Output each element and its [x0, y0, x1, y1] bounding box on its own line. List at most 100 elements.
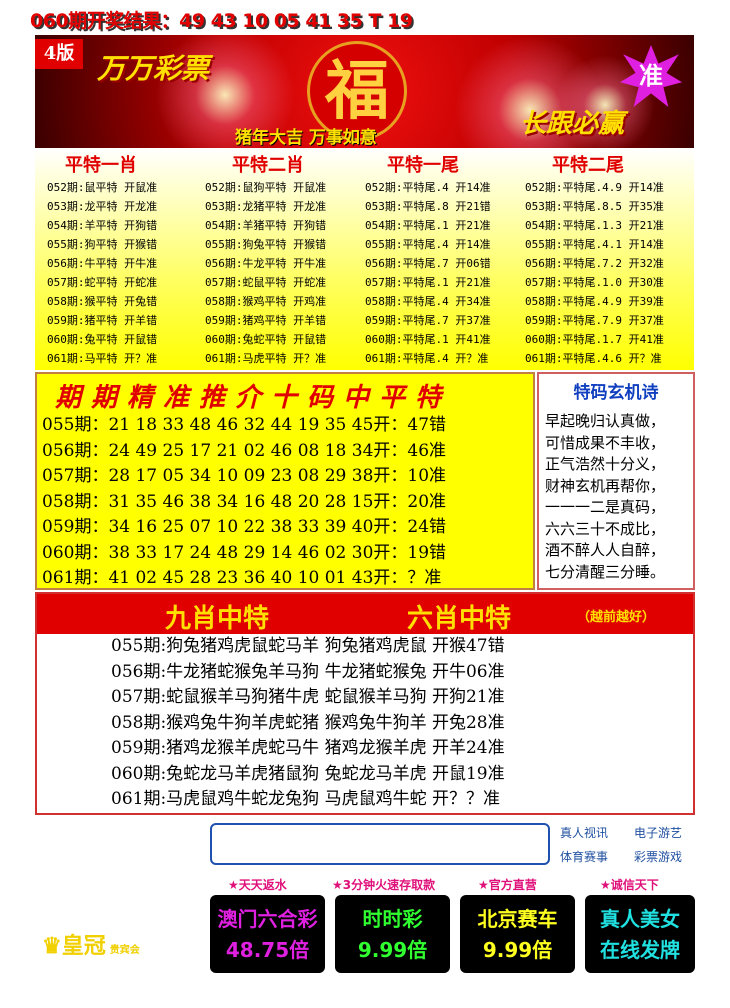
zodiac-row: 060期:兔蛇龙马羊虎猪鼠狗 兔蛇龙马羊虎 开鼠19准 — [111, 763, 505, 784]
nine-zodiac-heading: 九肖中特 — [165, 604, 270, 634]
table-row: 053期:龙平特 开龙准 — [47, 200, 158, 213]
version-badge: 4版 — [35, 39, 83, 69]
poem-line: 七分清醒三分睡。 — [545, 562, 666, 581]
table-row: 055期:狗兔平特 开猴错 — [205, 238, 327, 251]
ten-codes-title: 期期精准推介十码中平特 — [55, 383, 452, 413]
table-row: 054期:羊猪平特 开狗错 — [205, 219, 327, 232]
poem-line: 财神玄机再帮你， — [545, 476, 666, 495]
ten-codes-row: 061期：41 02 45 28 23 36 40 10 01 43开：？准 — [42, 568, 442, 588]
zodiac-header: 九肖中特 六肖中特 （越前越好） — [37, 594, 693, 634]
promo-tag: ★天天返水 — [228, 878, 287, 892]
table-row: 053期:龙猪平特 开龙准 — [205, 200, 327, 213]
ad-input-box[interactable] — [210, 823, 550, 865]
poem-panel: 特码玄机诗 早起晚归认真做， 可惜成果不丰收， 正气浩然十分义， 财神玄机再帮你， 一一… — [537, 372, 695, 590]
link-e-games[interactable]: 电子游艺 — [634, 826, 683, 840]
poem-line: 酒不醉人人自醉， — [545, 541, 666, 559]
logo-subtext: 贵宾会 — [109, 945, 140, 956]
ten-codes-row: 058期：31 35 46 38 34 16 48 20 28 15开：20准 — [42, 491, 447, 512]
zodiac-row: 061期:马虎鼠鸡牛蛇龙兔狗 马虎鼠鸡牛蛇 开？？准 — [111, 789, 500, 809]
promo-tag: ★3分钟火速存取款 — [332, 878, 436, 892]
table-column: 052期:鼠平特 开鼠准 053期:龙平特 开龙准 054期:羊平特 开狗错 055期… — [47, 178, 157, 368]
brand-logo: 万万彩票 — [97, 52, 210, 85]
ten-codes-row: 056期：24 49 25 17 21 02 46 08 18 34开：46准 — [42, 440, 447, 461]
table-row: 060期:平特尾.1.7 开41准 — [525, 333, 664, 346]
ad-button[interactable]: 时时彩 9.99倍 — [335, 895, 450, 973]
table-row: 056期:牛平特 开牛准 — [47, 257, 158, 270]
draw-result-title: 060期开奖结果：49 43 10 05 41 35 T 19 — [30, 10, 413, 32]
table-row: 056期:牛龙平特 开牛准 — [205, 257, 327, 270]
logo-text: 皇冠 — [61, 933, 106, 959]
poem-line: 可惜成果不丰收， — [545, 433, 666, 452]
table-row: 055期:平特尾.4 开14准 — [365, 238, 491, 251]
ad-button-subtitle: 48.75倍 — [225, 938, 310, 962]
firework-decoration — [155, 35, 295, 148]
ad-button-subtitle: 在线发牌 — [600, 938, 680, 962]
table-row: 053期:平特尾.8.5 开35准 — [525, 200, 664, 213]
table-column: 052期:鼠狗平特 开鼠准 053期:龙猪平特 开龙准 054期:羊猪平特 开狗错 0… — [205, 178, 326, 368]
table-row: 059期:猪鸡平特 开羊错 — [205, 314, 327, 327]
link-sports[interactable]: 体育赛事 — [560, 850, 609, 864]
zodiac-note: （越前越好） — [577, 610, 656, 625]
ad-button-title: 澳门六合彩 — [217, 907, 318, 931]
table-row: 059期:猪平特 开羊错 — [47, 314, 158, 327]
table-row: 061期:平特尾.4 开？准 — [365, 352, 489, 365]
crown-logo: ♛皇冠 贵宾会 — [42, 928, 140, 960]
link-live-video[interactable]: 真人视讯 — [560, 826, 609, 840]
table-row: 060期:兔蛇平特 开鼠错 — [205, 333, 327, 346]
ten-codes-panel: 期期精准推介十码中平特 055期：21 18 33 48 46 32 44 19… — [35, 372, 535, 590]
header-banner: 4版 万万彩票 福 猪年大吉 万事如意 准 长跟必赢 — [35, 35, 694, 148]
table-row: 058期:猴平特 开兔错 — [47, 295, 158, 308]
column-header: 平特一尾 — [387, 155, 459, 176]
prediction-table: 平特一肖 052期:鼠平特 开鼠准 053期:龙平特 开龙准 054期:羊平特 开狗错… — [35, 148, 694, 370]
table-row: 061期:马平特 开？准 — [47, 352, 158, 365]
ad-button[interactable]: 北京赛车 9.99倍 — [460, 895, 575, 973]
table-row: 057期:平特尾.1 开21准 — [365, 276, 491, 289]
poem-line: 一一一二是真码， — [545, 498, 666, 516]
zodiac-row: 056期:牛龙猪蛇猴兔羊马狗 牛龙猪蛇猴兔 开牛06准 — [111, 661, 505, 682]
table-row: 053期:平特尾.8 开21错 — [365, 200, 491, 213]
table-row: 056期:平特尾.7 开06错 — [365, 257, 491, 270]
table-row: 059期:平特尾.7.9 开37准 — [525, 314, 664, 327]
table-row: 057期:蛇鼠平特 开蛇准 — [205, 276, 327, 289]
table-row: 054期:平特尾.1.3 开21准 — [525, 219, 664, 232]
table-row: 057期:平特尾.1.0 开30准 — [525, 276, 664, 289]
link-lottery[interactable]: 彩票游戏 — [634, 850, 683, 864]
table-column: 052期:平特尾.4 开14准 053期:平特尾.8 开21错 054期:平特尾.1… — [365, 178, 491, 368]
ad-button-title: 真人美女 — [600, 907, 680, 931]
zodiac-row: 057期:蛇鼠猴羊马狗猪牛虎 蛇鼠猴羊马狗 开狗21准 — [111, 687, 505, 707]
table-row: 056期:平特尾.7.2 开32准 — [525, 257, 664, 270]
ten-codes-row: 057期：28 17 05 34 10 09 23 08 29 38开：10准 — [42, 466, 447, 486]
promo-tag: ★官方直营 — [478, 878, 537, 892]
banner-motto: 长跟必赢 — [520, 109, 625, 139]
table-row: 058期:平特尾.4 开34准 — [365, 295, 491, 308]
table-row: 058期:平特尾.4.9 开39准 — [525, 295, 664, 308]
ten-codes-row: 055期：21 18 33 48 46 32 44 19 35 45开：47错 — [42, 415, 447, 435]
table-row: 054期:平特尾.1 开21准 — [365, 219, 491, 232]
ad-button[interactable]: 澳门六合彩 48.75倍 — [210, 895, 325, 973]
table-row: 057期:蛇平特 开蛇准 — [47, 276, 158, 289]
table-row: 055期:平特尾.4.1 开14准 — [525, 238, 664, 251]
table-row: 060期:兔平特 开鼠错 — [47, 333, 158, 346]
zodiac-panel: 九肖中特 六肖中特 （越前越好） 055期:狗兔猪鸡虎鼠蛇马羊 狗兔猪鸡虎鼠 开… — [35, 592, 695, 815]
table-row: 052期:鼠平特 开鼠准 — [47, 181, 158, 194]
table-row: 055期:狗平特 开猴错 — [47, 238, 158, 251]
table-row: 058期:猴鸡平特 开鸡准 — [205, 295, 327, 308]
column-header: 平特二肖 — [232, 155, 304, 176]
column-header: 平特一肖 — [65, 155, 137, 176]
promo-tag: ★诚信天下 — [600, 878, 659, 892]
table-row: 061期:马虎平特 开？准 — [205, 352, 327, 365]
table-row: 061期:平特尾.4.6 开？准 — [525, 352, 662, 365]
ten-codes-row: 060期：38 33 17 24 48 29 14 46 02 30开：19错 — [42, 542, 447, 563]
table-row: 054期:羊平特 开狗错 — [47, 219, 158, 232]
ad-button-subtitle: 9.99倍 — [482, 938, 553, 962]
table-row: 060期:平特尾.1 开41准 — [365, 333, 491, 346]
ad-button-subtitle: 9.99倍 — [357, 938, 428, 962]
ad-button-title: 北京赛车 — [477, 907, 558, 931]
crown-icon: ♛ — [42, 933, 62, 959]
table-column: 052期:平特尾.4.9 开14准 053期:平特尾.8.5 开35准 054期:平… — [525, 178, 664, 368]
poem-title: 特码玄机诗 — [573, 383, 659, 403]
table-row: 052期:平特尾.4 开14准 — [365, 181, 491, 194]
table-row: 052期:平特尾.4.9 开14准 — [525, 181, 664, 194]
ad-button[interactable]: 真人美女 在线发牌 — [585, 895, 695, 973]
poem-line: 六六三十不成比， — [545, 519, 666, 538]
